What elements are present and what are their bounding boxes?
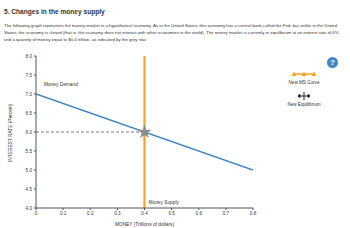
svg-text:MONEY (Trillions of dollars): MONEY (Trillions of dollars): [115, 222, 175, 227]
svg-text:4.5: 4.5: [26, 187, 33, 192]
svg-text:6.0: 6.0: [26, 130, 33, 135]
svg-text:7.0: 7.0: [26, 92, 33, 97]
html-text:New Equilibrium: New Equilibrium: [287, 102, 321, 107]
svg-text:4.0: 4.0: [26, 206, 33, 211]
svg-text:0: 0: [35, 211, 38, 216]
svg-text:INTEREST RATE (Percent): INTEREST RATE (Percent): [8, 103, 13, 162]
svg-text:0.7: 0.7: [223, 211, 230, 216]
html-text:The following graph represents: The following graph represents the money…: [4, 23, 339, 42]
svg-text:5.0: 5.0: [26, 168, 33, 173]
svg-text:0.1: 0.1: [60, 211, 67, 216]
svg-text:6.5: 6.5: [26, 111, 33, 116]
svg-text:0.6: 0.6: [196, 211, 203, 216]
svg-text:0.2: 0.2: [87, 211, 94, 216]
svg-text:Money Demand: Money Demand: [44, 82, 78, 87]
svg-text:7.5: 7.5: [26, 73, 33, 78]
svg-text:8.0: 8.0: [26, 54, 33, 59]
svg-text:0.3: 0.3: [114, 211, 121, 216]
svg-text:Money Supply: Money Supply: [149, 200, 180, 205]
svg-text:5.5: 5.5: [26, 149, 33, 154]
html-text:New MS Curve: New MS Curve: [288, 80, 320, 85]
html-text:5. Changes in the money supply: 5. Changes in the money supply: [4, 8, 105, 15]
svg-text:0.8: 0.8: [250, 211, 257, 216]
svg-text:0.5: 0.5: [168, 211, 175, 216]
svg-text:0.4: 0.4: [141, 211, 148, 216]
